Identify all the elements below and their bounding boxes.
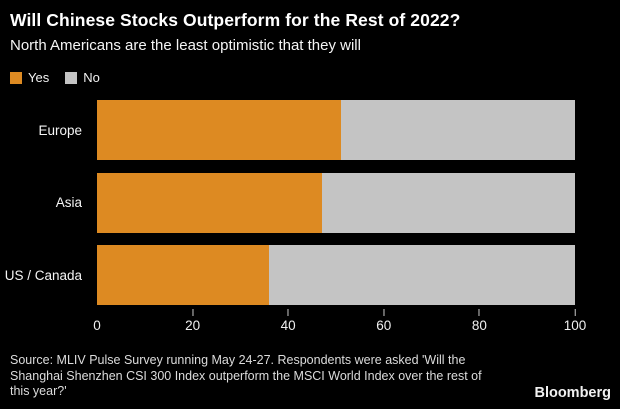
- bar-segment-yes: [97, 100, 341, 160]
- bar-segment-no: [321, 172, 575, 233]
- tick-mark: [574, 309, 576, 316]
- legend-item-yes: Yes: [10, 70, 49, 85]
- x-axis-tick: 100: [563, 305, 587, 333]
- yes-swatch-icon: [10, 71, 22, 84]
- no-swatch-icon: [65, 71, 78, 84]
- x-axis-tick: 20: [185, 305, 200, 333]
- chart-title: Will Chinese Stocks Outperform for the R…: [10, 10, 461, 30]
- tick-mark: [192, 309, 194, 316]
- category-label: Europe: [38, 122, 82, 138]
- tick-mark: [287, 309, 289, 316]
- bar-track: [97, 172, 575, 233]
- bar-segment-no: [269, 245, 575, 305]
- x-axis-tick: 40: [281, 305, 296, 333]
- bloomberg-logo: Bloomberg: [534, 385, 611, 401]
- x-axis-tick: 0: [93, 305, 101, 333]
- category-label: US / Canada: [4, 267, 82, 283]
- tick-label: 40: [280, 318, 296, 333]
- category-label: Asia: [55, 195, 82, 210]
- x-axis-tick: 60: [376, 305, 391, 333]
- source-note: Source: MLIV Pulse Survey running May 24…: [10, 353, 482, 398]
- bar-row: US / Canada: [0, 245, 620, 305]
- bar-segment-yes: [97, 245, 270, 305]
- bar-row: Europe: [0, 100, 620, 160]
- chart-subtitle: North Americans are the least optimistic…: [10, 37, 361, 54]
- bar-rows: Europe Asia US / Canada: [0, 100, 620, 305]
- tick-mark: [383, 309, 385, 316]
- bar-segment-no: [340, 100, 575, 160]
- tick-label: 20: [185, 318, 201, 333]
- legend: Yes No: [10, 70, 100, 85]
- legend-label-no: No: [83, 70, 100, 85]
- bar-row: Asia: [0, 172, 620, 233]
- tick-label: 60: [376, 318, 392, 333]
- x-axis-tick: 80: [472, 305, 487, 333]
- legend-item-no: No: [65, 70, 100, 85]
- x-axis: 0 20 40 60 80 100: [93, 305, 586, 340]
- legend-label-yes: Yes: [28, 70, 50, 85]
- tick-label: 100: [563, 318, 587, 333]
- bar-segment-yes: [97, 172, 322, 233]
- bar-track: [97, 100, 575, 160]
- tick-label: 0: [93, 318, 101, 333]
- bar-track: [97, 245, 575, 305]
- tick-label: 80: [471, 318, 487, 333]
- tick-mark: [478, 309, 480, 316]
